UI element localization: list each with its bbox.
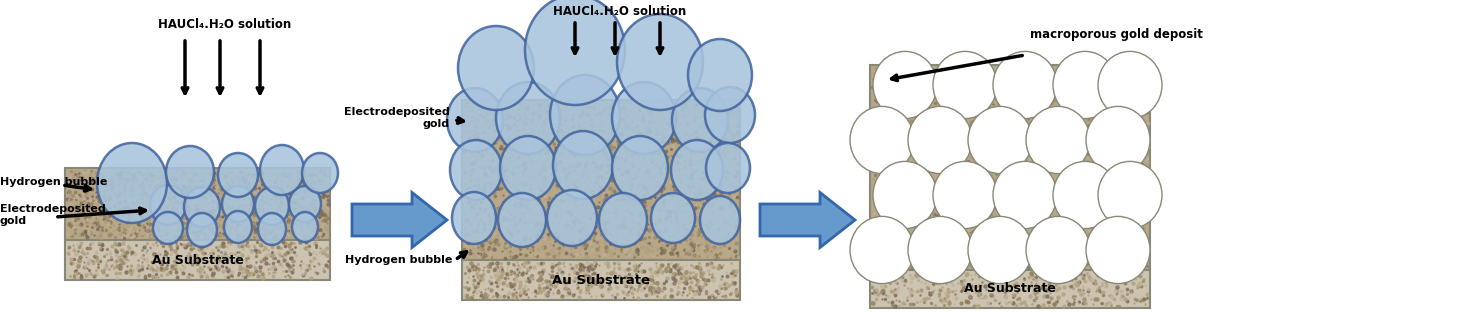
Ellipse shape	[705, 87, 755, 143]
Ellipse shape	[850, 216, 913, 284]
Ellipse shape	[498, 193, 545, 247]
Text: Electrodeposited
gold: Electrodeposited gold	[345, 107, 450, 129]
Ellipse shape	[152, 212, 183, 244]
Ellipse shape	[932, 161, 997, 229]
Ellipse shape	[224, 211, 252, 243]
Ellipse shape	[218, 153, 258, 197]
Ellipse shape	[1053, 51, 1117, 119]
Ellipse shape	[992, 51, 1057, 119]
Text: Hydrogen bubble: Hydrogen bubble	[0, 177, 107, 187]
Ellipse shape	[968, 216, 1032, 284]
Ellipse shape	[992, 161, 1057, 229]
Ellipse shape	[547, 190, 597, 246]
Ellipse shape	[553, 131, 613, 199]
Bar	[65, 240, 330, 280]
Ellipse shape	[450, 140, 501, 200]
Ellipse shape	[699, 196, 740, 244]
Text: Electrodeposited
gold: Electrodeposited gold	[0, 204, 106, 226]
Ellipse shape	[600, 193, 647, 247]
Ellipse shape	[651, 193, 695, 243]
Ellipse shape	[611, 136, 668, 200]
Bar	[869, 270, 1149, 308]
Text: Au Substrate: Au Substrate	[965, 283, 1056, 295]
Ellipse shape	[707, 143, 751, 193]
Ellipse shape	[1053, 161, 1117, 229]
Ellipse shape	[302, 153, 339, 193]
Text: macroporous gold deposit: macroporous gold deposit	[1031, 28, 1204, 41]
Ellipse shape	[907, 216, 972, 284]
Ellipse shape	[1086, 216, 1149, 284]
Ellipse shape	[188, 213, 217, 247]
Text: Au Substrate: Au Substrate	[151, 254, 243, 266]
Ellipse shape	[259, 145, 303, 195]
Ellipse shape	[1098, 161, 1163, 229]
Ellipse shape	[617, 14, 704, 110]
Ellipse shape	[447, 88, 503, 152]
FancyArrow shape	[352, 192, 447, 248]
Ellipse shape	[968, 106, 1032, 174]
Ellipse shape	[289, 186, 321, 222]
Ellipse shape	[255, 187, 289, 225]
Text: Hydrogen bubble: Hydrogen bubble	[345, 255, 452, 265]
Ellipse shape	[525, 0, 625, 105]
Ellipse shape	[872, 51, 937, 119]
Ellipse shape	[500, 136, 556, 200]
Text: HAUCl₄.H₂O solution: HAUCl₄.H₂O solution	[553, 5, 686, 18]
Ellipse shape	[457, 26, 534, 110]
Ellipse shape	[907, 106, 972, 174]
Ellipse shape	[166, 146, 214, 198]
Ellipse shape	[932, 51, 997, 119]
FancyArrow shape	[759, 192, 855, 248]
Ellipse shape	[292, 212, 318, 242]
Ellipse shape	[550, 75, 620, 155]
Ellipse shape	[185, 187, 220, 227]
Ellipse shape	[1086, 106, 1149, 174]
Ellipse shape	[850, 106, 913, 174]
Bar	[462, 100, 740, 260]
Ellipse shape	[1098, 51, 1163, 119]
Ellipse shape	[688, 39, 752, 111]
Ellipse shape	[872, 161, 937, 229]
Ellipse shape	[671, 88, 729, 152]
Ellipse shape	[452, 192, 496, 244]
Text: Au Substrate: Au Substrate	[553, 273, 649, 287]
Ellipse shape	[611, 82, 676, 154]
Text: HAUCl₄.H₂O solution: HAUCl₄.H₂O solution	[158, 18, 292, 31]
Ellipse shape	[258, 213, 286, 245]
Ellipse shape	[221, 186, 254, 222]
Ellipse shape	[97, 143, 167, 223]
Ellipse shape	[150, 185, 186, 225]
Ellipse shape	[671, 140, 723, 200]
Bar	[462, 260, 740, 300]
Ellipse shape	[1026, 216, 1091, 284]
Ellipse shape	[1026, 106, 1091, 174]
Bar	[869, 65, 1149, 270]
Ellipse shape	[496, 82, 560, 154]
Bar	[65, 168, 330, 240]
